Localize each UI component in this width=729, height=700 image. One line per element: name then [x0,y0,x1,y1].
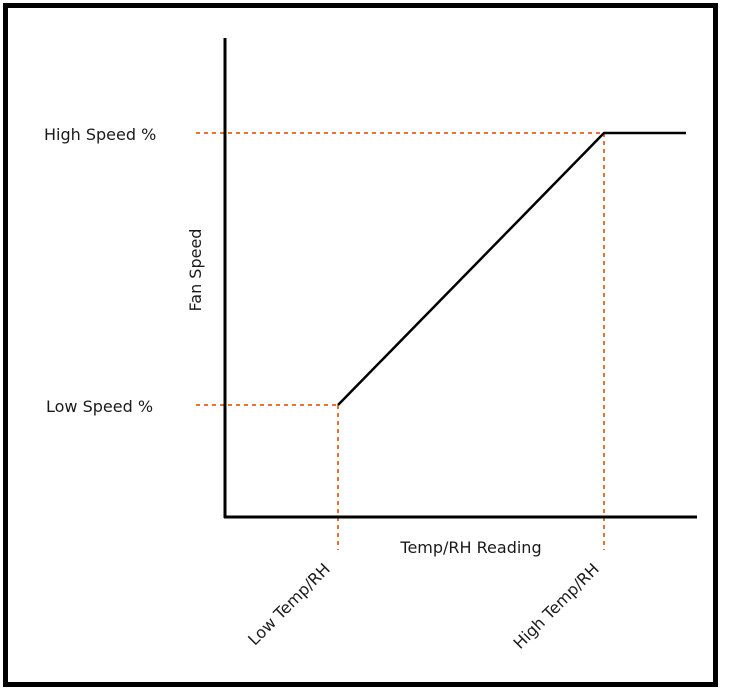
low-speed-label: Low Speed % [46,397,153,416]
diagram-frame [3,3,718,687]
x-axis-label: Temp/RH Reading [399,538,541,557]
y-axis-label: Fan Speed [186,229,205,312]
high-speed-label: High Speed % [44,125,156,144]
fan-speed-curve [337,131,686,406]
high-temp-label: High Temp/RH [509,559,602,652]
low-temp-label: Low Temp/RH [244,559,334,649]
guide-lines [196,132,605,550]
